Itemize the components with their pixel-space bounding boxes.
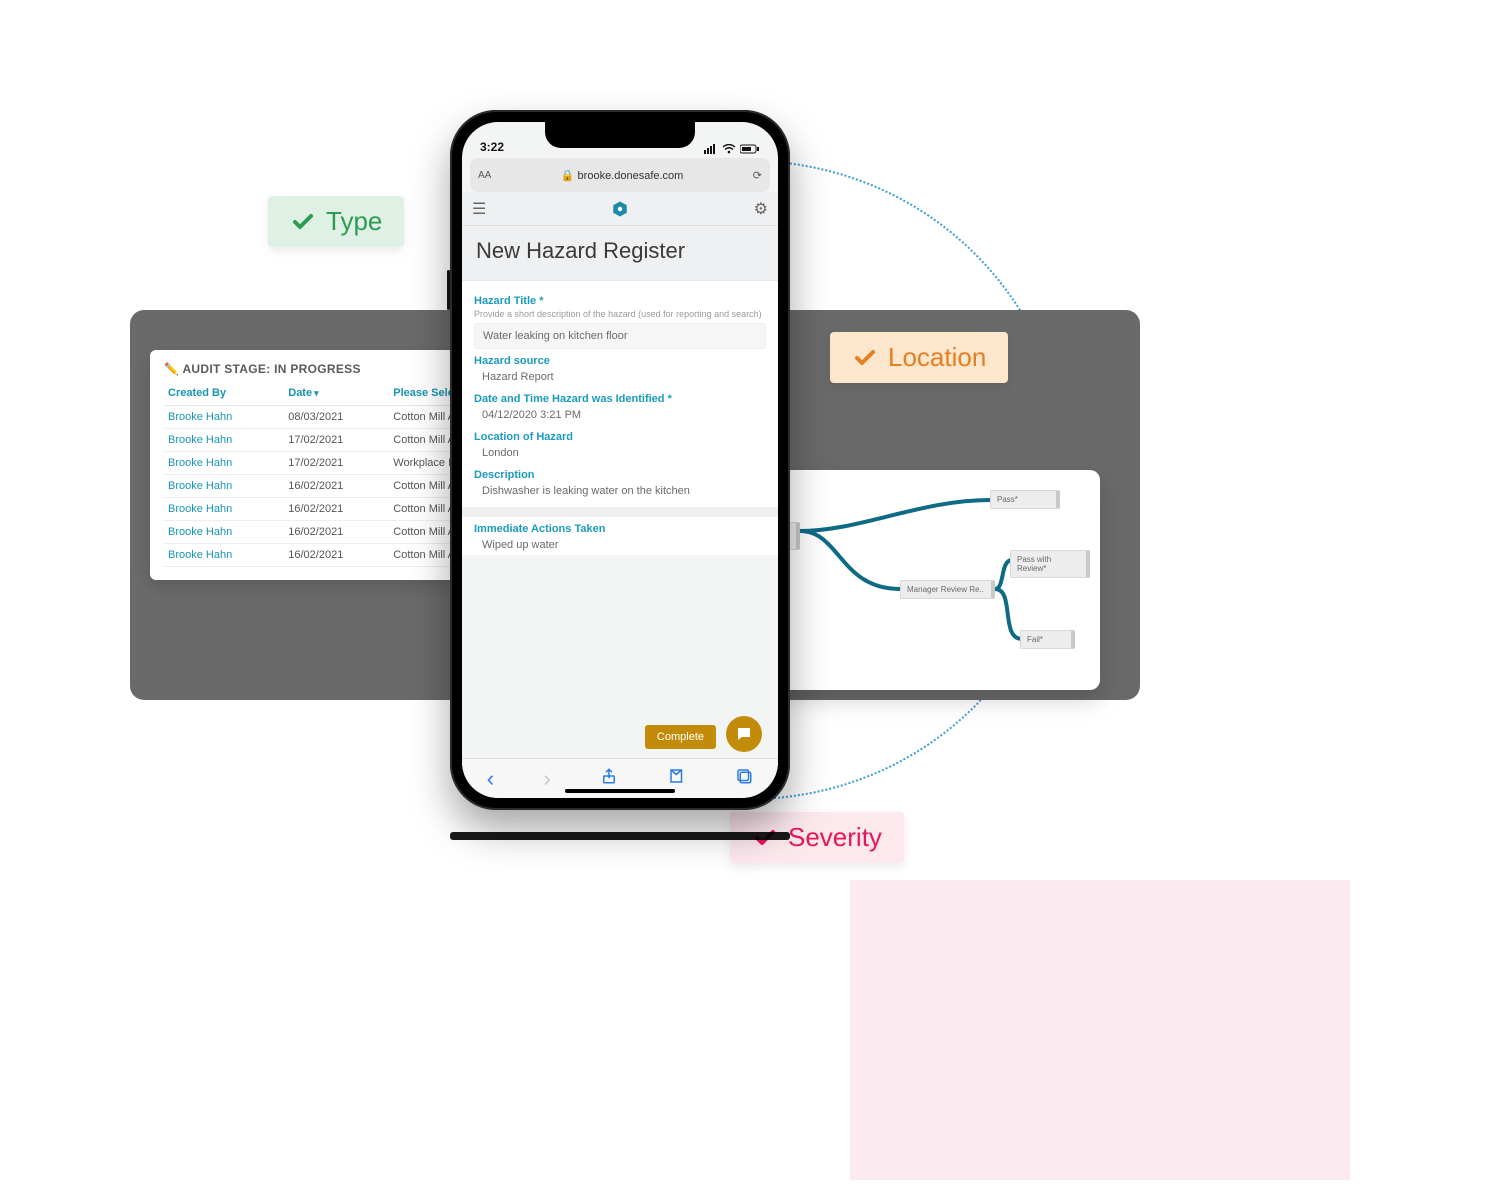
pink-decorative-block [850,880,1350,1180]
badge-type: Type [268,196,404,247]
battery-icon [740,144,760,154]
col-date[interactable]: Date▾ [284,382,389,406]
hazard-source-label: Hazard source [474,355,766,367]
phone-frame: 3:22 AA 🔒 brooke.donesafe.com ⟳ ☰ ⚙ New … [450,110,790,810]
tabs-icon[interactable] [735,767,753,790]
cell-created-by[interactable]: Brooke Hahn [164,475,284,498]
description-label: Description [474,469,766,481]
cell-date: 17/02/2021 [284,452,389,475]
home-indicator[interactable] [565,789,675,793]
phone-shadow [450,832,790,840]
app-logo-icon [611,200,629,218]
cell-created-by[interactable]: Brooke Hahn [164,452,284,475]
cell-date: 16/02/2021 [284,544,389,567]
chat-fab-button[interactable] [726,716,762,752]
flow-node-mrr[interactable]: Manager Review Re.. [900,580,995,599]
phone-notch [545,122,695,148]
datetime-label: Date and Time Hazard was Identified * [474,393,766,405]
text-size-icon[interactable]: AA [478,170,491,181]
cell-date: 16/02/2021 [284,498,389,521]
hazard-title-input[interactable]: Water leaking on kitchen floor [474,323,766,349]
cell-created-by[interactable]: Brooke Hahn [164,406,284,429]
cell-date: 16/02/2021 [284,521,389,544]
page-title: New Hazard Register [462,226,778,280]
hazard-source-input[interactable]: Hazard Report [474,367,766,387]
lock-icon: 🔒 [561,170,575,182]
bookmarks-icon[interactable] [668,767,686,790]
chat-icon [735,725,753,743]
url-value: brooke.donesafe.com [578,170,684,182]
flow-node-fail[interactable]: Fail* [1020,630,1075,649]
badge-location-label: Location [888,342,986,373]
phone-screen: 3:22 AA 🔒 brooke.donesafe.com ⟳ ☰ ⚙ New … [462,122,778,798]
hazard-form: Hazard Title * Provide a short descripti… [462,280,778,555]
share-icon[interactable] [600,767,618,790]
cell-created-by[interactable]: Brooke Hahn [164,521,284,544]
status-icons [704,144,760,154]
badge-type-label: Type [326,206,382,237]
flow-node-pass[interactable]: Pass* [990,490,1060,509]
check-icon [290,209,316,235]
badge-location: Location [830,332,1008,383]
sort-desc-icon: ▾ [314,388,319,398]
description-input[interactable]: Dishwasher is leaking water on the kitch… [474,481,766,501]
url-text: 🔒 brooke.donesafe.com [491,169,752,182]
hazard-title-hint: Provide a short description of the hazar… [474,309,766,319]
nav-back-icon[interactable]: ‹ [487,766,494,792]
address-bar[interactable]: AA 🔒 brooke.donesafe.com ⟳ [470,158,770,192]
cell-created-by[interactable]: Brooke Hahn [164,498,284,521]
hazard-title-label: Hazard Title * [474,295,766,307]
cell-created-by[interactable]: Brooke Hahn [164,429,284,452]
location-input[interactable]: London [474,443,766,463]
status-time: 3:22 [480,140,504,154]
col-created-by[interactable]: Created By [164,382,284,406]
location-label: Location of Hazard [474,431,766,443]
pencil-icon: ✏️ [164,362,179,376]
wifi-icon [722,144,736,154]
flow-node-pwr[interactable]: Pass with Review* [1010,550,1090,578]
complete-button[interactable]: Complete [645,725,716,749]
nav-forward-icon: › [544,766,551,792]
hamburger-icon[interactable]: ☰ [472,199,486,219]
reload-icon[interactable]: ⟳ [753,169,762,182]
cell-date: 17/02/2021 [284,429,389,452]
audit-stage-text: AUDIT STAGE: IN PROGRESS [182,362,360,376]
datetime-input[interactable]: 04/12/2020 3:21 PM [474,405,766,425]
section-gap [462,507,778,517]
check-icon [852,345,878,371]
cell-created-by[interactable]: Brooke Hahn [164,544,284,567]
gear-icon[interactable]: ⚙ [754,199,768,219]
app-bar: ☰ ⚙ [462,192,778,226]
immediate-input[interactable]: Wiped up water [474,535,766,555]
cell-date: 08/03/2021 [284,406,389,429]
badge-severity-label: Severity [788,822,882,853]
signal-icon [704,144,718,154]
immediate-label: Immediate Actions Taken [474,523,766,535]
cell-date: 16/02/2021 [284,475,389,498]
